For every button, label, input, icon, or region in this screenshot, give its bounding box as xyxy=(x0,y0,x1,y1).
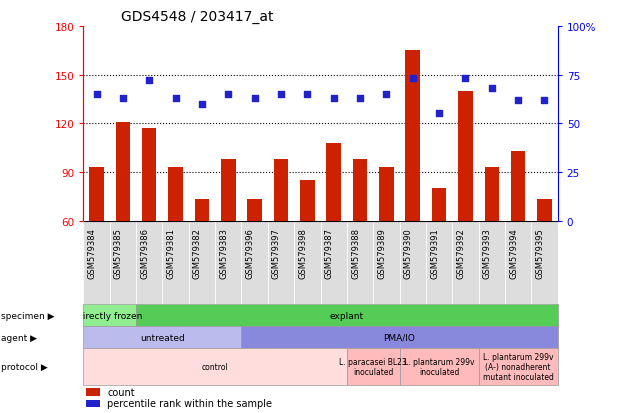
Bar xyxy=(300,180,315,221)
Bar xyxy=(531,221,558,304)
Text: GDS4548 / 203417_at: GDS4548 / 203417_at xyxy=(121,10,274,24)
Text: GSM579395: GSM579395 xyxy=(535,228,544,278)
Text: protocol ▶: protocol ▶ xyxy=(1,362,47,371)
Text: explant: explant xyxy=(329,311,364,320)
Text: L. plantarum 299v
(A-) nonadherent
mutant inoculated: L. plantarum 299v (A-) nonadherent mutan… xyxy=(483,352,554,382)
Text: percentile rank within the sample: percentile rank within the sample xyxy=(107,399,272,408)
Text: GSM579386: GSM579386 xyxy=(140,228,149,278)
Point xyxy=(381,92,392,98)
Point xyxy=(118,95,128,102)
Bar xyxy=(215,221,242,304)
Point xyxy=(302,92,312,98)
Text: GSM579387: GSM579387 xyxy=(325,228,334,278)
Bar xyxy=(458,92,472,221)
Bar xyxy=(142,129,156,221)
Bar xyxy=(353,159,367,221)
Bar xyxy=(373,221,399,304)
Bar xyxy=(89,168,104,221)
Text: specimen ▶: specimen ▶ xyxy=(1,311,54,320)
Bar xyxy=(136,304,558,326)
Text: GSM579396: GSM579396 xyxy=(246,228,254,278)
Bar xyxy=(83,221,110,304)
Point xyxy=(434,111,444,118)
Point xyxy=(144,78,154,85)
Bar xyxy=(347,221,373,304)
Text: GSM579385: GSM579385 xyxy=(114,228,123,278)
Bar xyxy=(110,221,136,304)
Point xyxy=(329,95,339,102)
Point xyxy=(223,92,233,98)
Bar xyxy=(479,349,558,385)
Text: directly frozen: directly frozen xyxy=(77,311,142,320)
Text: GSM579393: GSM579393 xyxy=(483,228,492,278)
Point xyxy=(171,95,181,102)
Bar xyxy=(242,221,268,304)
Bar xyxy=(479,221,505,304)
Text: GSM579397: GSM579397 xyxy=(272,228,281,278)
Point xyxy=(539,97,549,104)
Bar xyxy=(188,221,215,304)
Bar xyxy=(83,304,136,326)
Point xyxy=(197,101,207,108)
Bar xyxy=(247,200,262,221)
Bar xyxy=(136,221,162,304)
Point xyxy=(92,92,102,98)
Bar xyxy=(406,51,420,221)
Bar xyxy=(195,200,209,221)
Bar xyxy=(221,159,235,221)
Bar xyxy=(83,349,347,385)
Text: count: count xyxy=(107,387,135,397)
Bar xyxy=(169,168,183,221)
Bar xyxy=(274,159,288,221)
Bar xyxy=(379,168,394,221)
Bar xyxy=(426,221,453,304)
Text: GSM579381: GSM579381 xyxy=(167,228,176,278)
Point xyxy=(249,95,260,102)
Bar xyxy=(83,326,242,349)
Bar xyxy=(86,389,100,396)
Text: L. paracasei BL23
inoculated: L. paracasei BL23 inoculated xyxy=(339,357,407,376)
Bar xyxy=(537,200,552,221)
Text: GSM579382: GSM579382 xyxy=(193,228,202,278)
Text: untreated: untreated xyxy=(140,333,185,342)
Text: PMA/IO: PMA/IO xyxy=(383,333,415,342)
Bar xyxy=(511,152,526,221)
Bar xyxy=(294,221,320,304)
Point xyxy=(355,95,365,102)
Point xyxy=(460,76,470,83)
Bar xyxy=(86,400,100,407)
Bar xyxy=(115,122,130,221)
Bar xyxy=(399,221,426,304)
Point xyxy=(487,85,497,92)
Bar xyxy=(162,221,188,304)
Text: agent ▶: agent ▶ xyxy=(1,333,37,342)
Bar xyxy=(242,326,558,349)
Text: GSM579384: GSM579384 xyxy=(88,228,97,278)
Text: GSM579394: GSM579394 xyxy=(509,228,518,278)
Bar xyxy=(453,221,479,304)
Bar xyxy=(326,143,341,221)
Text: GSM579383: GSM579383 xyxy=(219,228,228,278)
Text: GSM579391: GSM579391 xyxy=(430,228,439,278)
Bar xyxy=(347,349,399,385)
Point xyxy=(513,97,523,104)
Text: GSM579392: GSM579392 xyxy=(456,228,465,278)
Text: GSM579389: GSM579389 xyxy=(378,228,387,278)
Text: control: control xyxy=(202,362,228,371)
Bar xyxy=(268,221,294,304)
Text: L. plantarum 299v
inoculated: L. plantarum 299v inoculated xyxy=(404,357,474,376)
Text: GSM579388: GSM579388 xyxy=(351,228,360,278)
Bar xyxy=(399,349,479,385)
Point xyxy=(276,92,286,98)
Bar xyxy=(432,189,446,221)
Point xyxy=(408,76,418,83)
Bar xyxy=(320,221,347,304)
Bar xyxy=(485,168,499,221)
Text: GSM579390: GSM579390 xyxy=(404,228,413,278)
Text: GSM579398: GSM579398 xyxy=(298,228,307,278)
Bar xyxy=(505,221,531,304)
